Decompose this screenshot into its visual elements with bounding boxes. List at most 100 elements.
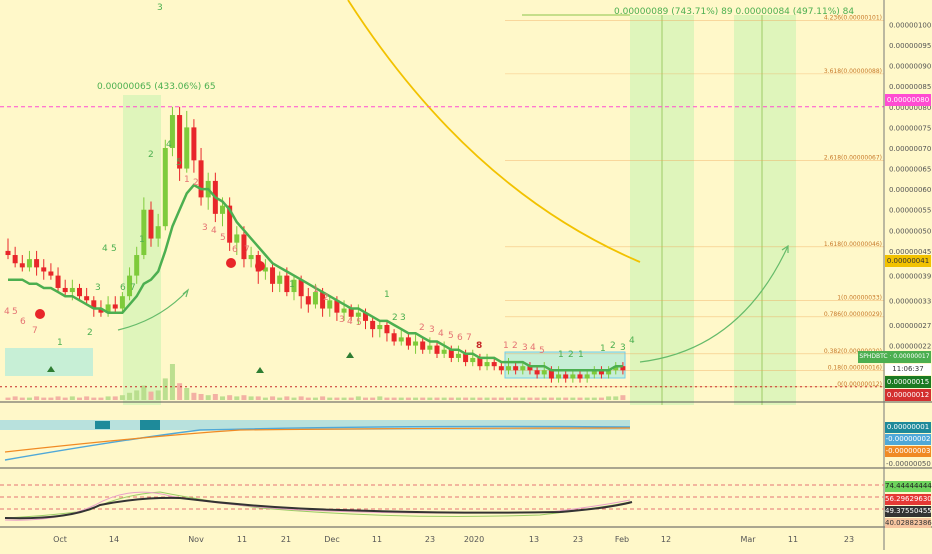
macd-histogram-peak bbox=[95, 421, 110, 429]
candle bbox=[148, 201, 154, 247]
time-tick: Dec bbox=[324, 535, 339, 544]
count-label: 5 bbox=[539, 346, 545, 356]
volume-bar bbox=[177, 383, 183, 400]
volume-bar bbox=[520, 397, 526, 400]
candle-body bbox=[405, 337, 411, 346]
candle bbox=[384, 320, 390, 342]
candle bbox=[413, 333, 419, 354]
volume-bar bbox=[162, 378, 168, 400]
price-tick: 0.00000065 bbox=[889, 166, 931, 174]
volume-bar bbox=[470, 397, 476, 400]
candle bbox=[248, 246, 254, 268]
candle-body bbox=[148, 209, 154, 239]
candle bbox=[455, 345, 461, 363]
volume-bar bbox=[491, 397, 497, 400]
volume-bar bbox=[563, 397, 569, 400]
time-tick: 21 bbox=[281, 535, 291, 544]
count-label: 5 bbox=[111, 244, 117, 254]
volume-bar bbox=[141, 385, 147, 400]
volume-bar bbox=[241, 395, 247, 400]
candle-body bbox=[498, 366, 504, 371]
volume-bar bbox=[48, 397, 54, 400]
count-label: 1 bbox=[503, 341, 509, 351]
volume-bar bbox=[427, 397, 433, 400]
time-tick: 14 bbox=[109, 535, 119, 544]
macd-signal-line bbox=[4, 427, 631, 453]
candle-body bbox=[26, 259, 32, 268]
candle bbox=[134, 246, 140, 284]
buy-arrow-marker bbox=[346, 352, 354, 358]
price-tick: 0.00000075 bbox=[889, 124, 931, 132]
candle bbox=[327, 296, 333, 317]
macd-axis-tick: -0.00000050 bbox=[886, 460, 931, 468]
count-label: 6 bbox=[457, 333, 463, 343]
volume-bar bbox=[348, 397, 354, 400]
volume-bar bbox=[591, 397, 597, 400]
candle bbox=[84, 287, 90, 305]
candle-body bbox=[184, 127, 190, 169]
candle-body bbox=[5, 250, 11, 256]
volume-bar bbox=[191, 392, 197, 400]
fib-level-label: 0.786(0.00000029) bbox=[824, 311, 882, 318]
candle bbox=[563, 370, 569, 383]
candle bbox=[291, 275, 297, 301]
count-label: 7 bbox=[466, 333, 472, 343]
volume-bar bbox=[377, 396, 383, 400]
candle bbox=[541, 362, 547, 379]
candle-body bbox=[55, 275, 61, 288]
volume-bar bbox=[556, 397, 562, 400]
candle bbox=[262, 259, 268, 280]
candle-body bbox=[391, 333, 397, 342]
price-tick: 0.00000027 bbox=[889, 322, 931, 330]
time-tick: Nov bbox=[188, 535, 204, 544]
candle bbox=[55, 267, 61, 293]
candle-body bbox=[277, 275, 283, 284]
candle-body bbox=[441, 349, 447, 354]
count-label: 7 bbox=[130, 283, 136, 293]
volume-bar bbox=[434, 397, 440, 400]
candle-body bbox=[312, 292, 318, 305]
volume-bar bbox=[98, 397, 104, 400]
count-label: 2 bbox=[148, 150, 154, 160]
time-tick: 11 bbox=[237, 535, 247, 544]
candle bbox=[127, 267, 133, 301]
candle bbox=[19, 255, 25, 272]
volume-bar bbox=[284, 396, 290, 400]
candle-body bbox=[620, 366, 626, 371]
price-tick: 0.00000022 bbox=[889, 343, 931, 351]
price-tick: 0.00000039 bbox=[889, 273, 931, 281]
volume-bar bbox=[398, 397, 404, 400]
candle bbox=[77, 283, 82, 301]
time-tick: 13 bbox=[529, 535, 539, 544]
range-box-right bbox=[504, 351, 626, 379]
candle bbox=[506, 357, 511, 375]
count-label: 3 bbox=[429, 325, 435, 335]
count-label: 4 bbox=[347, 317, 353, 327]
count-label: 1 bbox=[139, 235, 145, 245]
fib-time-arc bbox=[347, 0, 641, 263]
volume-bar bbox=[577, 397, 583, 400]
candle-body bbox=[513, 366, 519, 371]
candle-body bbox=[420, 341, 426, 350]
count-label: 3 bbox=[339, 315, 345, 325]
candle-body bbox=[448, 349, 454, 358]
projection-arrow-2-head bbox=[781, 244, 789, 253]
candle-body bbox=[427, 345, 433, 350]
volume-bar bbox=[384, 397, 390, 400]
candle bbox=[391, 329, 397, 346]
volume-bar bbox=[334, 397, 340, 400]
candle bbox=[420, 337, 426, 354]
candle bbox=[155, 213, 161, 247]
candle-body bbox=[305, 296, 311, 305]
candle bbox=[34, 250, 40, 276]
candle-body bbox=[548, 370, 554, 379]
candle bbox=[48, 263, 54, 280]
volume-bar bbox=[184, 388, 190, 400]
count-label: 3 bbox=[202, 223, 208, 233]
time-tick: 23 bbox=[425, 535, 435, 544]
count-label: 1 bbox=[289, 280, 295, 290]
volume-bar bbox=[455, 397, 461, 400]
volume-bar bbox=[41, 397, 47, 400]
